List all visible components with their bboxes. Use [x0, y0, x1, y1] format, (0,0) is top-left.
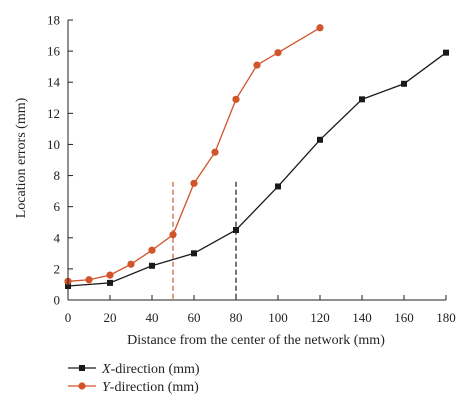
- data-point: [169, 231, 177, 239]
- y-axis-label: Location errors (mm): [14, 97, 29, 218]
- data-point: [85, 276, 93, 284]
- x-tick-label: 160: [394, 310, 414, 325]
- legend-item: X-direction (mm): [68, 362, 200, 377]
- x-tick-label: 80: [230, 310, 243, 325]
- series-line: [67, 27, 321, 282]
- x-axis-label: Distance from the center of the network …: [127, 333, 385, 348]
- legend-label: X-direction (mm): [101, 362, 200, 377]
- data-point: [316, 24, 324, 32]
- data-point: [149, 262, 155, 269]
- y-tick-label: 16: [47, 44, 61, 59]
- x-tick-label: 20: [104, 310, 117, 325]
- x-tick-label: 180: [436, 310, 456, 325]
- y-axis-ticks: 0 2 4 6 8 10 12 14 16 18: [47, 13, 73, 308]
- x-axis-ticks: 0 20 40 60 80 100 120 140 160 180: [65, 295, 456, 325]
- series-x-direction: [65, 49, 449, 289]
- series-line: [67, 52, 447, 287]
- reference-lines: [172, 181, 237, 300]
- legend-marker: [78, 382, 86, 390]
- data-point: [443, 49, 449, 56]
- legend-marker: [79, 365, 85, 371]
- data-point: [274, 49, 282, 57]
- y-tick-label: 0: [54, 293, 61, 308]
- x-tick-label: 140: [352, 310, 372, 325]
- data-point: [233, 227, 239, 233]
- data-point: [107, 279, 113, 286]
- data-point: [106, 271, 114, 279]
- series-y-direction: [64, 24, 324, 285]
- y-tick-label: 14: [47, 75, 61, 90]
- x-tick-label: 0: [65, 310, 72, 325]
- data-point: [211, 148, 219, 156]
- y-tick-label: 2: [54, 261, 61, 276]
- data-point: [191, 250, 197, 257]
- data-point: [127, 260, 135, 268]
- legend-item: Y-direction (mm): [68, 380, 199, 395]
- y-tick-label: 12: [47, 106, 60, 121]
- data-point: [232, 95, 240, 103]
- x-tick-label: 100: [268, 310, 288, 325]
- x-tick-label: 40: [146, 310, 159, 325]
- data-point: [275, 183, 281, 190]
- data-point: [317, 136, 323, 143]
- y-tick-label: 10: [47, 137, 60, 152]
- legend: X-direction (mm) Y-direction (mm): [68, 362, 200, 395]
- y-tick-label: 6: [54, 199, 61, 214]
- y-tick-label: 4: [54, 230, 61, 245]
- x-tick-label: 120: [310, 310, 330, 325]
- axes: 0 20 40 60 80 100 120 140 160 180 0 2 4 6 8 10 12 14 16 18: [47, 13, 456, 326]
- y-tick-label: 18: [47, 13, 60, 28]
- data-point: [359, 96, 365, 103]
- legend-label: Y-direction (mm): [102, 380, 199, 395]
- data-point: [253, 61, 261, 69]
- y-tick-label: 8: [54, 168, 61, 183]
- series-layer: [64, 24, 449, 289]
- data-point: [148, 246, 156, 254]
- x-tick-label: 60: [188, 310, 201, 325]
- data-point: [401, 80, 407, 87]
- data-point: [190, 179, 198, 187]
